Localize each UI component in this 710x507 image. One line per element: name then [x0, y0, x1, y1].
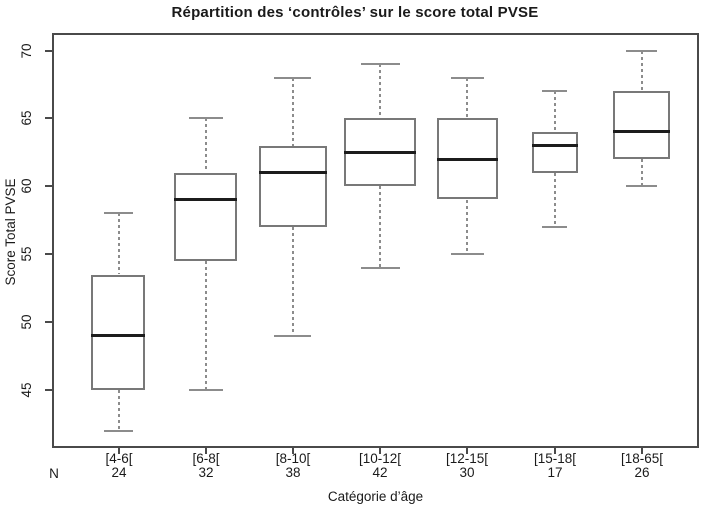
x-axis-title: Catégorie d’âge: [327, 489, 424, 504]
whisker-5-lower: [466, 200, 468, 254]
whisker-cap-1-lower: [104, 430, 133, 432]
category-label-2: [6-8[: [192, 451, 220, 466]
whisker-cap-6-lower: [542, 226, 567, 228]
whisker-7-lower: [641, 159, 643, 186]
whisker-3-upper: [292, 78, 294, 146]
y-tick-50: [45, 321, 52, 323]
x-tick-2: [205, 448, 207, 454]
whisker-cap-3-lower: [274, 335, 311, 337]
n-row-label: N: [49, 466, 59, 481]
x-tick-6: [554, 448, 556, 454]
n-value-3: 38: [285, 465, 301, 480]
whisker-6-lower: [554, 173, 556, 227]
box-1-median: [91, 334, 145, 337]
category-label-7: [18-65[: [620, 451, 664, 466]
n-value-6: 17: [547, 465, 563, 480]
whisker-7-upper: [641, 51, 643, 92]
box-7-median: [613, 130, 670, 133]
plot-area: [52, 33, 699, 448]
box-3-rect: [259, 146, 327, 227]
whisker-cap-3-upper: [274, 77, 311, 79]
whisker-cap-1-upper: [104, 212, 133, 214]
y-tick-label-50: 50: [19, 314, 34, 330]
category-label-4: [10-12[: [358, 451, 402, 466]
box-2-rect: [174, 173, 237, 261]
whisker-4-lower: [379, 186, 381, 267]
whisker-cap-7-upper: [626, 50, 657, 52]
whisker-5-upper: [466, 78, 468, 119]
whisker-1-lower: [118, 390, 120, 431]
y-tick-60: [45, 185, 52, 187]
y-tick-55: [45, 253, 52, 255]
n-value-2: 32: [198, 465, 214, 480]
y-tick-label-65: 65: [19, 110, 34, 126]
x-tick-4: [379, 448, 381, 454]
y-tick-label-45: 45: [19, 382, 34, 398]
whisker-6-upper: [554, 91, 556, 132]
whisker-2-lower: [205, 261, 207, 390]
whisker-1-upper: [118, 213, 120, 274]
category-label-6: [15-18[: [533, 451, 577, 466]
whisker-3-lower: [292, 227, 294, 336]
y-axis-title: Score Total PVSE: [3, 178, 18, 286]
y-tick-45: [45, 389, 52, 391]
x-tick-5: [466, 448, 468, 454]
y-tick-70: [45, 50, 52, 52]
whisker-cap-2-lower: [189, 389, 223, 391]
whisker-2-upper: [205, 118, 207, 172]
x-tick-7: [641, 448, 643, 454]
box-2-median: [174, 198, 237, 201]
box-5-median: [437, 158, 498, 161]
whisker-cap-7-lower: [626, 185, 657, 187]
n-value-4: 42: [372, 465, 388, 480]
category-label-5: [12-15[: [445, 451, 489, 466]
box-1-rect: [91, 275, 145, 390]
y-tick-label-55: 55: [19, 246, 34, 262]
box-4-median: [344, 151, 416, 154]
n-value-5: 30: [459, 465, 475, 480]
whisker-cap-4-lower: [361, 267, 400, 269]
box-3-median: [259, 171, 327, 174]
category-label-1: [4-6[: [105, 451, 133, 466]
category-label-3: [8-10[: [275, 451, 311, 466]
box-7-rect: [613, 91, 670, 159]
whisker-4-upper: [379, 64, 381, 118]
chart-title: Répartition des ‘contrôles’ sur le score…: [171, 4, 539, 21]
whisker-cap-2-upper: [189, 117, 223, 119]
whisker-cap-5-upper: [451, 77, 484, 79]
x-tick-1: [118, 448, 120, 454]
whisker-cap-6-upper: [542, 90, 567, 92]
y-tick-label-70: 70: [19, 43, 34, 59]
x-tick-3: [292, 448, 294, 454]
n-value-1: 24: [111, 465, 127, 480]
n-value-7: 26: [634, 465, 650, 480]
y-tick-label-60: 60: [19, 178, 34, 194]
box-6-median: [532, 144, 578, 147]
box-6-rect: [532, 132, 578, 173]
whisker-cap-5-lower: [451, 253, 484, 255]
whisker-cap-4-upper: [361, 63, 400, 65]
y-tick-65: [45, 117, 52, 119]
